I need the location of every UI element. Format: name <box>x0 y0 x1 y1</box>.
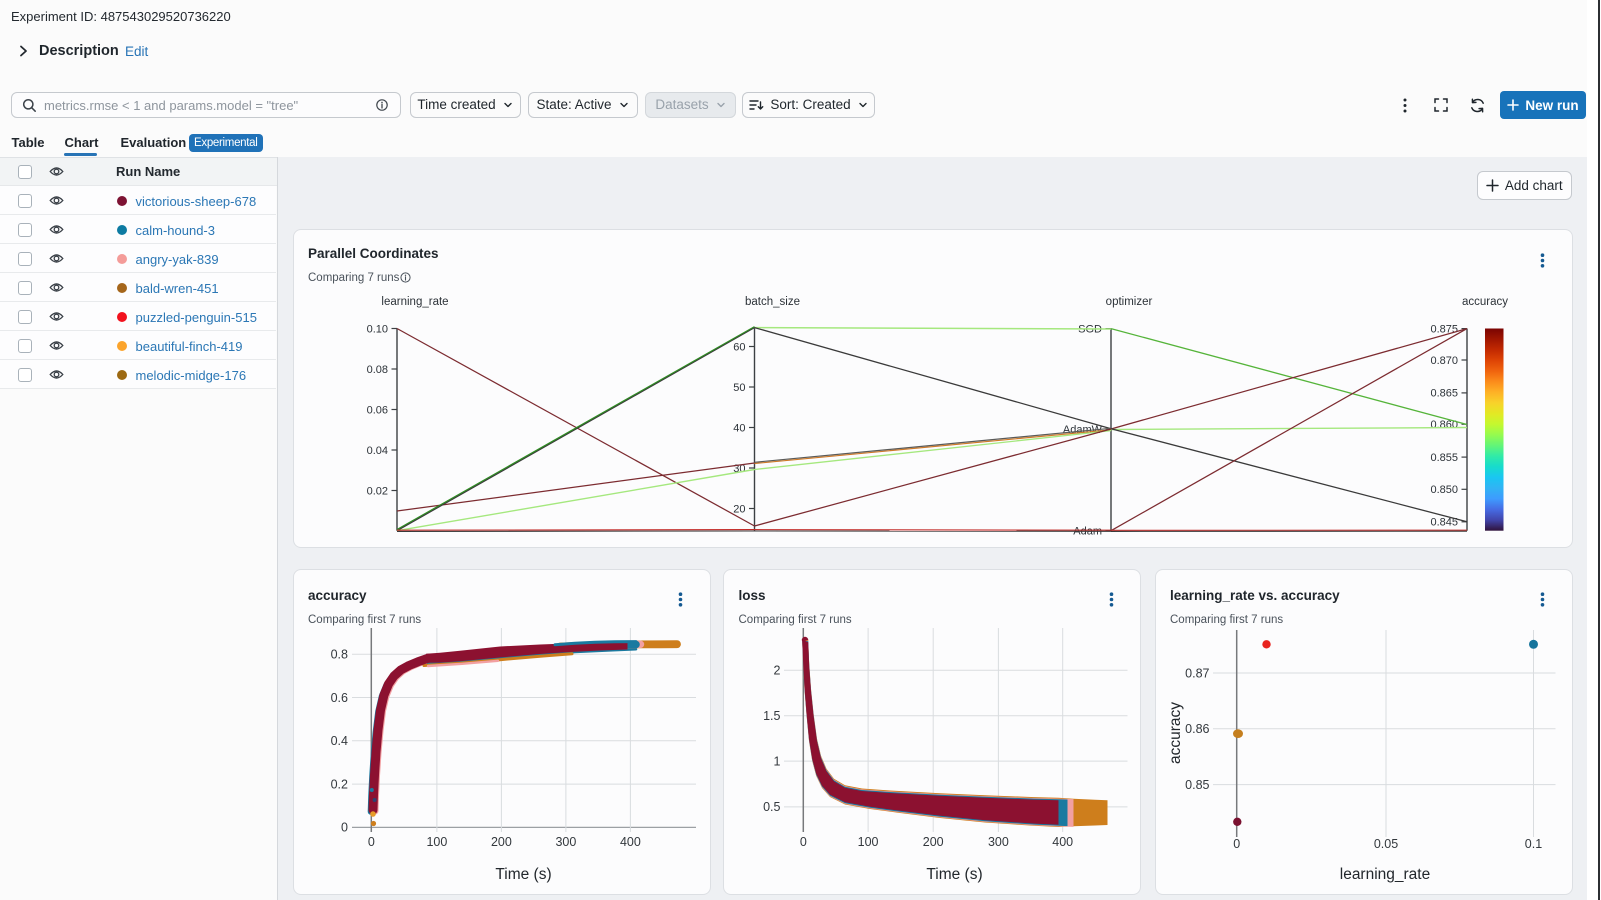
svg-text:0.10: 0.10 <box>367 323 388 335</box>
svg-text:batch_size: batch_size <box>745 296 800 308</box>
svg-text:0.870: 0.870 <box>1430 355 1458 367</box>
svg-text:1: 1 <box>774 754 781 768</box>
svg-text:0.85: 0.85 <box>1185 778 1209 792</box>
svg-text:100: 100 <box>426 835 447 849</box>
svg-text:optimizer: optimizer <box>1106 296 1153 308</box>
svg-text:0.06: 0.06 <box>367 404 388 416</box>
svg-text:0.05: 0.05 <box>1374 837 1398 851</box>
svg-text:0.1: 0.1 <box>1525 837 1542 851</box>
svg-text:0: 0 <box>1233 837 1240 851</box>
svg-text:200: 200 <box>491 835 512 849</box>
svg-text:100: 100 <box>858 835 879 849</box>
svg-text:300: 300 <box>988 835 1009 849</box>
svg-text:0.87: 0.87 <box>1185 666 1209 680</box>
svg-text:0.2: 0.2 <box>331 777 348 791</box>
svg-text:0.04: 0.04 <box>367 445 388 457</box>
svg-text:0.855: 0.855 <box>1430 452 1458 464</box>
svg-text:400: 400 <box>1052 835 1073 849</box>
svg-text:0.6: 0.6 <box>331 691 348 705</box>
svg-text:20: 20 <box>733 503 745 515</box>
svg-text:40: 40 <box>733 422 745 434</box>
svg-text:0.4: 0.4 <box>331 734 348 748</box>
svg-text:0: 0 <box>368 835 375 849</box>
svg-text:300: 300 <box>555 835 576 849</box>
svg-text:50: 50 <box>733 382 745 394</box>
svg-text:accuracy: accuracy <box>1462 296 1508 308</box>
svg-text:60: 60 <box>733 341 745 353</box>
svg-text:0.8: 0.8 <box>331 648 348 662</box>
svg-text:Time (s): Time (s) <box>926 866 982 883</box>
svg-text:0: 0 <box>341 821 348 835</box>
svg-text:400: 400 <box>620 835 641 849</box>
svg-text:0.865: 0.865 <box>1430 388 1458 400</box>
svg-text:2: 2 <box>774 664 781 678</box>
svg-text:0.08: 0.08 <box>367 364 388 376</box>
svg-text:0.86: 0.86 <box>1185 722 1209 736</box>
svg-text:0.02: 0.02 <box>367 485 388 497</box>
svg-text:200: 200 <box>923 835 944 849</box>
svg-text:1.5: 1.5 <box>763 709 780 723</box>
svg-text:learning_rate: learning_rate <box>1340 866 1430 883</box>
svg-text:0.875: 0.875 <box>1430 323 1458 335</box>
svg-text:Time (s): Time (s) <box>495 866 551 883</box>
svg-text:0.5: 0.5 <box>763 800 780 814</box>
svg-text:0: 0 <box>800 835 807 849</box>
svg-text:learning_rate: learning_rate <box>381 296 448 308</box>
svg-text:0.845: 0.845 <box>1430 517 1458 529</box>
svg-text:accuracy: accuracy <box>1167 702 1184 764</box>
svg-text:0.850: 0.850 <box>1430 484 1458 496</box>
